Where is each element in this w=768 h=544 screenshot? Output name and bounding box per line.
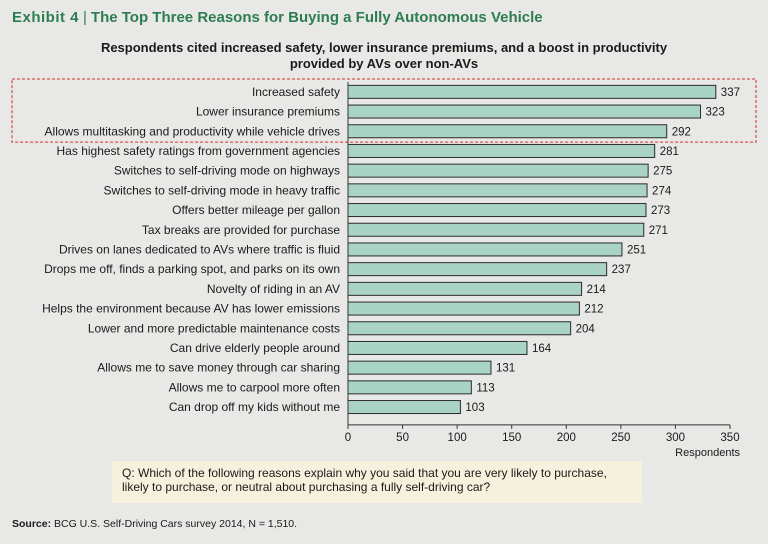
category-label: Can drive elderly people around [170, 341, 340, 355]
category-label: Can drop off my kids without me [169, 400, 341, 414]
category-label: Allows multitasking and productivity whi… [45, 124, 340, 138]
value-label: 237 [612, 264, 631, 276]
exhibit-label: Exhibit 4 [12, 9, 80, 26]
category-label: Lower and more predictable maintenance c… [88, 321, 340, 335]
bar-chart: Increased safety 337 Lower insurance premi… [11, 78, 757, 459]
value-label: 164 [532, 343, 552, 355]
bar [347, 262, 608, 277]
category-label: Lower insurance premiums [196, 105, 340, 119]
bar [347, 84, 717, 99]
value-label: 292 [672, 126, 691, 138]
value-label: 337 [721, 87, 740, 99]
x-tick-label: 200 [557, 432, 576, 444]
value-label: 131 [496, 363, 515, 375]
bar [347, 360, 492, 375]
top-three-highlight-box [11, 78, 757, 143]
x-tick-label: 0 [345, 432, 351, 444]
subtitle-line-1: Respondents cited increased safety, lowe… [100, 40, 668, 55]
chart-subtitle: Respondents cited increased safety, lowe… [0, 40, 768, 72]
bar [347, 400, 461, 415]
category-label: Switches to self-driving mode in heavy t… [103, 183, 340, 197]
category-label: Allows me to carpool more often [169, 380, 340, 394]
category-label: Drops me off, finds a parking spot, and … [44, 262, 340, 276]
value-label: 274 [652, 185, 672, 197]
x-tick-label: 300 [666, 432, 685, 444]
bar [347, 242, 623, 257]
value-label: 275 [653, 166, 672, 178]
bar [347, 222, 645, 237]
x-axis-label: Respondents [675, 447, 740, 459]
source-note: Source: BCG U.S. Self-Driving Cars surve… [12, 518, 297, 530]
header-separator: | [83, 9, 87, 26]
category-label: Increased safety [252, 85, 340, 99]
value-label: 214 [587, 284, 607, 296]
bar [347, 183, 648, 198]
source-text: BCG U.S. Self-Driving Cars survey 2014, … [54, 518, 298, 530]
value-label: 204 [576, 323, 596, 335]
bar [347, 340, 528, 355]
x-tick-label: 150 [502, 432, 521, 444]
bar [347, 203, 647, 218]
bar [347, 380, 472, 395]
bar [347, 104, 702, 119]
x-tick-label: 350 [720, 432, 739, 444]
value-label: 103 [465, 402, 484, 414]
x-tick-label: 50 [396, 432, 409, 444]
bar [347, 163, 649, 178]
category-label: Offers better mileage per gallon [172, 203, 340, 217]
bar [347, 281, 583, 296]
source-label: Source: [12, 518, 52, 530]
category-label: Allows me to save money through car shar… [97, 361, 340, 375]
category-label: Switches to self-driving mode on highway… [114, 164, 340, 178]
category-label: Helps the environment because AV has low… [42, 302, 340, 316]
value-label: 271 [649, 225, 668, 237]
category-label: Tax breaks are provided for purchase [142, 223, 340, 237]
value-label: 323 [706, 107, 725, 119]
bar [347, 124, 668, 139]
exhibit-title: The Top Three Reasons for Buying a Fully… [90, 9, 543, 26]
category-label: Novelty of riding in an AV [207, 282, 340, 296]
question-line-2: likely to purchase, or neutral about pur… [122, 480, 491, 494]
x-tick-label: 100 [448, 432, 467, 444]
bar [347, 301, 580, 316]
exhibit-header: Exhibit 4 | The Top Three Reasons for Buyi… [12, 9, 543, 26]
bar [347, 143, 656, 158]
subtitle-line-2: provided by AVs over non-AVs [289, 56, 479, 71]
value-label: 212 [584, 304, 603, 316]
question-line-1: Q: Which of the following reasons explai… [122, 466, 607, 480]
value-label: 113 [476, 382, 494, 394]
survey-question-box: Q: Which of the following reasons explai… [112, 461, 642, 503]
value-label: 281 [660, 146, 679, 158]
category-label: Drives on lanes dedicated to AVs where t… [59, 242, 340, 256]
category-label: Has highest safety ratings from governme… [57, 144, 340, 158]
value-label: 251 [627, 244, 646, 256]
x-tick-label: 250 [611, 432, 630, 444]
bar [347, 321, 572, 336]
value-label: 273 [651, 205, 670, 217]
